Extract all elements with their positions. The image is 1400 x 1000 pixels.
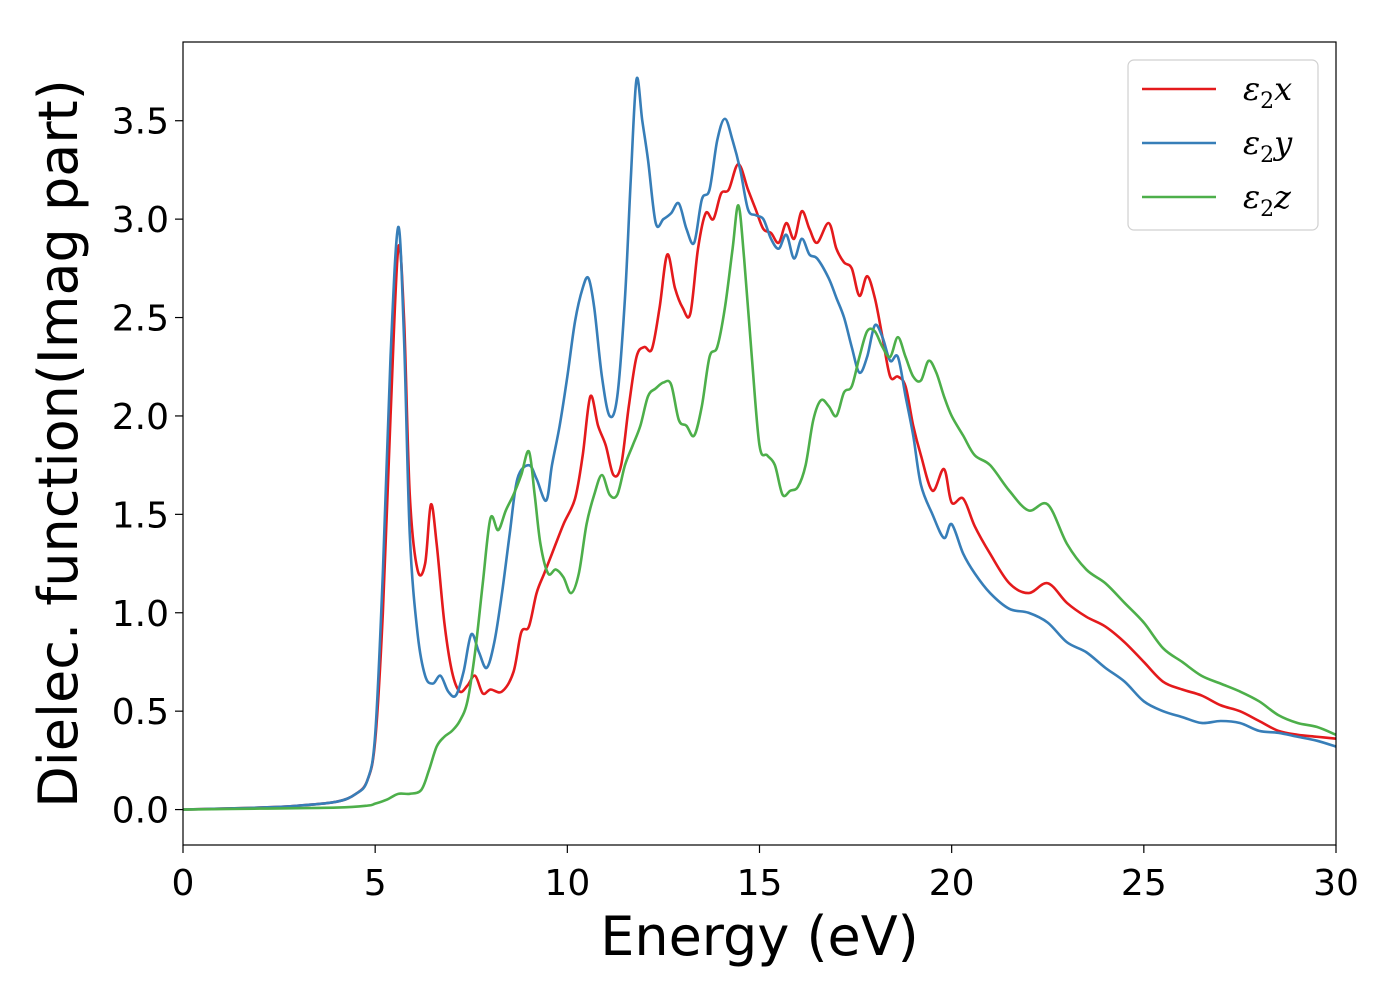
series-line-x <box>182 162 1337 811</box>
x-tick-label: 25 <box>1121 863 1167 904</box>
x-axis-ticks: 0 5 10 15 20 25 30 <box>172 845 1359 904</box>
y-tick-label: 0.5 <box>112 692 169 733</box>
x-axis-label: Energy (eV) <box>600 905 919 968</box>
x-tick-label: 10 <box>544 863 590 904</box>
y-tick-label: 1.0 <box>112 594 169 635</box>
series-lines <box>182 76 1337 811</box>
y-tick-label: 1.5 <box>112 495 169 536</box>
legend: ε2x ε2y ε2z <box>1127 59 1319 231</box>
x-tick-label: 20 <box>929 863 975 904</box>
series-line-y <box>182 76 1337 811</box>
y-axis-ticks: 0.0 0.5 1.0 1.5 2.0 2.5 3.0 3.5 <box>112 102 183 832</box>
legend-label-x: ε2x <box>1243 70 1292 114</box>
series-line-z <box>182 204 1337 811</box>
x-tick-label: 0 <box>172 863 195 904</box>
legend-label-z: ε2z <box>1243 178 1292 222</box>
y-tick-label: 3.0 <box>112 200 169 241</box>
x-tick-label: 15 <box>737 863 783 904</box>
y-tick-label: 0.0 <box>112 791 169 832</box>
legend-label-y: ε2y <box>1243 124 1293 168</box>
x-tick-label: 30 <box>1313 863 1359 904</box>
y-tick-label: 3.5 <box>112 102 169 143</box>
legend-frame <box>1127 59 1319 231</box>
y-tick-label: 2.5 <box>112 299 169 340</box>
y-axis-label: Dielec. function(Imag part) <box>27 79 90 808</box>
x-tick-label: 5 <box>364 863 387 904</box>
y-tick-label: 2.0 <box>112 397 169 438</box>
